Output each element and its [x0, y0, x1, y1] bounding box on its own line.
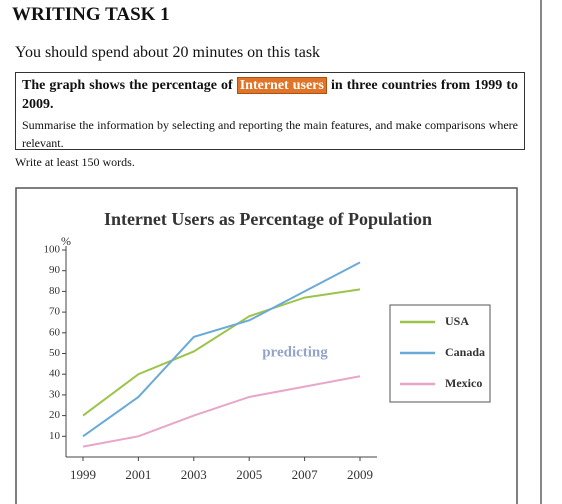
instruction: You should spend about 20 minutes on thi…	[15, 44, 321, 61]
y-tick-label: 60	[49, 326, 61, 338]
word-count: Write at least 150 words.	[15, 155, 135, 169]
line-series	[82, 261, 361, 438]
y-tick-label: 100	[44, 244, 61, 256]
highlight: Internet users	[236, 77, 327, 94]
intro-text: in three countries from 1999 to 2009.	[22, 78, 518, 112]
x-tick-label: 2003	[181, 467, 207, 482]
line-series	[82, 375, 361, 448]
x-tick-label: 2007	[292, 467, 319, 482]
legend-label: USA	[445, 314, 469, 328]
legend-label: Mexico	[445, 376, 482, 390]
y-axis-label: %	[61, 234, 71, 248]
x-tick-label: 2005	[236, 467, 262, 482]
y-tick-label: 80	[49, 285, 61, 297]
chart: Internet Users as Percentage of Populati…	[15, 187, 518, 504]
y-tick-label: 90	[49, 264, 61, 276]
watermark: predicting	[262, 344, 328, 360]
y-tick-label: 20	[49, 409, 61, 421]
line-series	[82, 288, 361, 417]
y-tick-label: 70	[49, 306, 61, 318]
chart-frame	[15, 187, 518, 504]
y-tick-label: 10	[49, 430, 61, 442]
x-tick-label: 2001	[125, 467, 151, 482]
page-title: WRITING TASK 1	[12, 4, 170, 25]
y-tick-label: 30	[49, 388, 61, 400]
task-intro: The graph shows the percentage of Intern…	[22, 76, 518, 114]
intro-text: The graph shows the percentage of	[22, 78, 233, 93]
y-tick-label: 40	[49, 368, 61, 380]
page-edge	[540, 0, 542, 504]
task-summary: Summarise the information by selecting a…	[22, 118, 518, 150]
x-tick-label: 1999	[70, 467, 96, 482]
chart-title: Internet Users as Percentage of Populati…	[104, 209, 432, 229]
y-tick-label: 50	[49, 347, 61, 359]
legend-label: Canada	[445, 345, 485, 359]
x-tick-label: 2009	[347, 467, 373, 482]
task-box: The graph shows the percentage of Intern…	[15, 72, 525, 150]
